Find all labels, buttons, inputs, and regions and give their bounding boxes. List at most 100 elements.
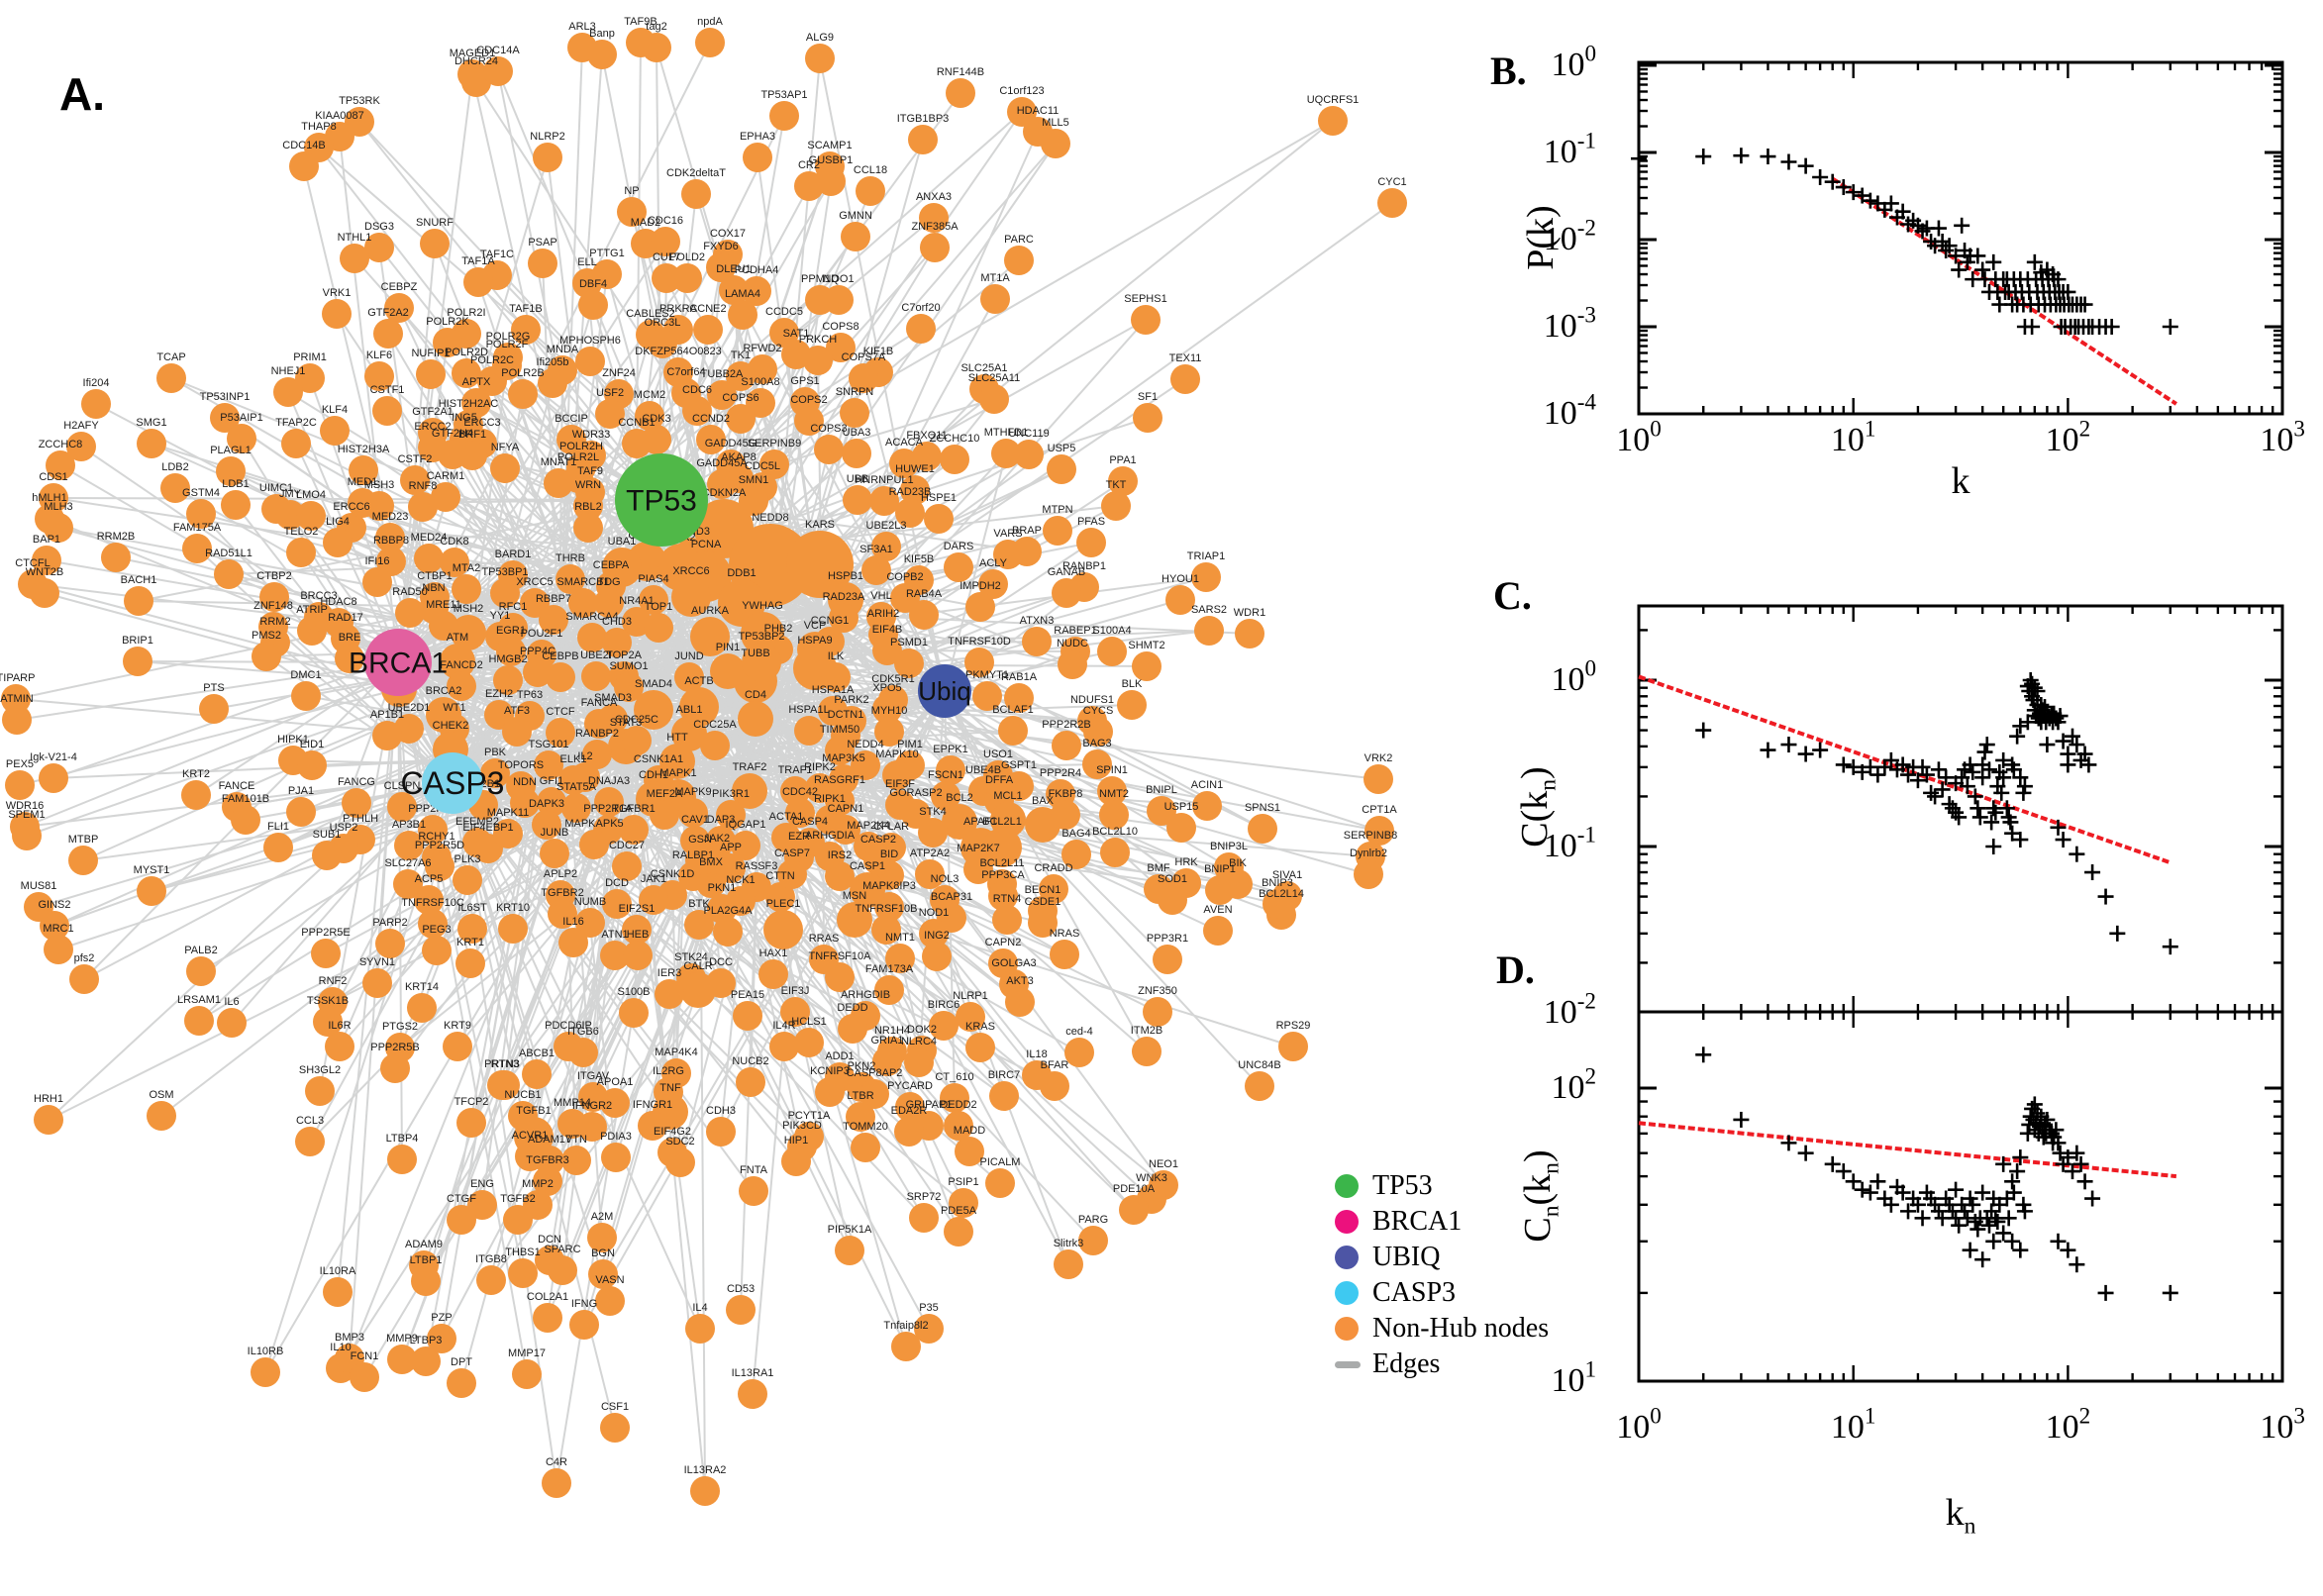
network-node — [602, 889, 632, 919]
network-node — [46, 450, 75, 480]
network-node — [746, 388, 775, 418]
network-node — [979, 384, 1009, 414]
network-node — [794, 406, 824, 436]
network-edge — [397, 661, 528, 1375]
network-node — [295, 363, 325, 393]
network-node — [137, 876, 166, 906]
tick-label: 101 — [1831, 1404, 1876, 1446]
network-node — [558, 928, 588, 957]
network-node — [1014, 440, 1044, 469]
network-node — [533, 143, 562, 172]
network-node — [349, 455, 378, 485]
network-node — [1047, 454, 1076, 484]
legend-item: BRCA1 — [1335, 1204, 1549, 1240]
network-node — [908, 125, 938, 154]
network-node — [528, 249, 557, 278]
network-node — [1082, 749, 1112, 779]
network-edge — [944, 690, 1148, 1052]
tick-label: 10-4 — [1544, 390, 1597, 432]
network-node — [1318, 106, 1348, 136]
legend-label: TP53 — [1372, 1170, 1433, 1201]
network-edge — [16, 661, 399, 721]
network-node — [840, 398, 869, 428]
network-node — [726, 404, 756, 434]
network-node — [147, 1101, 176, 1131]
network-edge — [452, 782, 718, 860]
tick-label: 102 — [2046, 417, 2091, 458]
network-node — [803, 346, 833, 375]
network-node — [1083, 717, 1113, 747]
network-edge — [452, 782, 611, 1302]
network-node — [919, 203, 949, 233]
network-node — [66, 432, 96, 461]
network-node — [942, 804, 977, 840]
network-node — [728, 300, 758, 330]
network-node — [273, 377, 303, 407]
network-node — [769, 101, 799, 131]
network-node — [483, 56, 513, 86]
network-node — [1052, 731, 1081, 760]
network-node — [387, 1145, 417, 1174]
network-node — [635, 401, 664, 431]
network-node — [1158, 885, 1187, 915]
tick-label: 101 — [1551, 1357, 1596, 1399]
network-edge — [272, 626, 454, 784]
network-node — [1235, 619, 1264, 648]
tick-label: 10-1 — [1544, 129, 1596, 170]
legend-node-swatch — [1335, 1317, 1359, 1341]
network-node — [965, 592, 995, 622]
network-node — [227, 424, 256, 453]
network-node — [769, 318, 799, 348]
network-node — [1099, 800, 1129, 830]
network-node — [682, 396, 712, 426]
network-node — [492, 350, 522, 380]
network-node — [936, 755, 965, 785]
network-edge — [821, 202, 1393, 615]
network-node — [1117, 690, 1147, 720]
network-node — [998, 716, 1028, 746]
network-edge — [944, 690, 1380, 832]
network-edge — [196, 548, 454, 784]
network-node — [305, 1076, 335, 1106]
network-node — [1262, 889, 1292, 919]
network-node — [575, 908, 605, 938]
network-node — [137, 429, 166, 458]
network-node — [652, 263, 681, 293]
network-node — [1133, 403, 1162, 433]
network-node — [1041, 129, 1070, 158]
axis-label: kn — [1946, 1492, 1976, 1539]
tick-label: 10-3 — [1544, 303, 1596, 345]
network-edge — [397, 661, 894, 701]
chart-points — [1631, 148, 2178, 335]
tick-label: 102 — [2046, 1404, 2091, 1446]
network-node — [184, 1006, 214, 1036]
network-node — [816, 166, 846, 196]
network-node — [1364, 764, 1393, 794]
network-node — [538, 368, 567, 398]
network-node — [1143, 997, 1172, 1027]
network-node — [988, 881, 1018, 911]
network-node — [989, 1081, 1019, 1111]
network-edge — [626, 751, 635, 867]
network-node — [443, 1032, 472, 1061]
network-node — [433, 328, 462, 357]
network-node — [1064, 1038, 1094, 1067]
network-node — [871, 915, 901, 945]
network-node — [418, 909, 448, 939]
network-edge — [277, 782, 454, 848]
network-node — [457, 441, 487, 470]
figure-legend: TP53 BRCA1 UBIQ CASP3 Non-Hub nodes Edges — [1335, 1168, 1549, 1382]
network-node — [325, 1032, 354, 1061]
network-node — [965, 1033, 995, 1062]
network-node — [946, 78, 975, 108]
chart-points — [1695, 672, 2178, 955]
network-node — [1097, 637, 1127, 666]
legend-label: Edges — [1372, 1348, 1441, 1379]
network-node — [1203, 916, 1233, 946]
legend-item: TP53 — [1335, 1168, 1549, 1204]
network-node — [393, 869, 423, 899]
network-node — [463, 267, 493, 297]
network-node — [476, 1265, 506, 1295]
network-node — [1170, 364, 1200, 394]
